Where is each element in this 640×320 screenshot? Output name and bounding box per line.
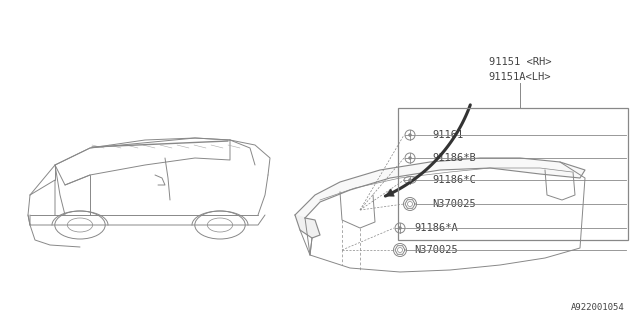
Circle shape — [408, 179, 412, 181]
Text: 91186*C: 91186*C — [432, 175, 476, 185]
Circle shape — [408, 156, 412, 159]
Text: 91161: 91161 — [432, 130, 463, 140]
Text: 91151 <RH>: 91151 <RH> — [489, 57, 551, 67]
Bar — [398, 108, 628, 240]
Polygon shape — [295, 215, 320, 238]
Text: N370025: N370025 — [432, 199, 476, 209]
Text: A922001054: A922001054 — [572, 303, 625, 312]
Text: 91151A<LH>: 91151A<LH> — [489, 72, 551, 82]
Circle shape — [408, 133, 412, 137]
Text: 91186*A: 91186*A — [414, 223, 458, 233]
Polygon shape — [385, 189, 394, 196]
Text: N370025: N370025 — [414, 245, 458, 255]
Text: 91186*B: 91186*B — [432, 153, 476, 163]
Polygon shape — [295, 158, 585, 218]
Circle shape — [399, 227, 401, 229]
